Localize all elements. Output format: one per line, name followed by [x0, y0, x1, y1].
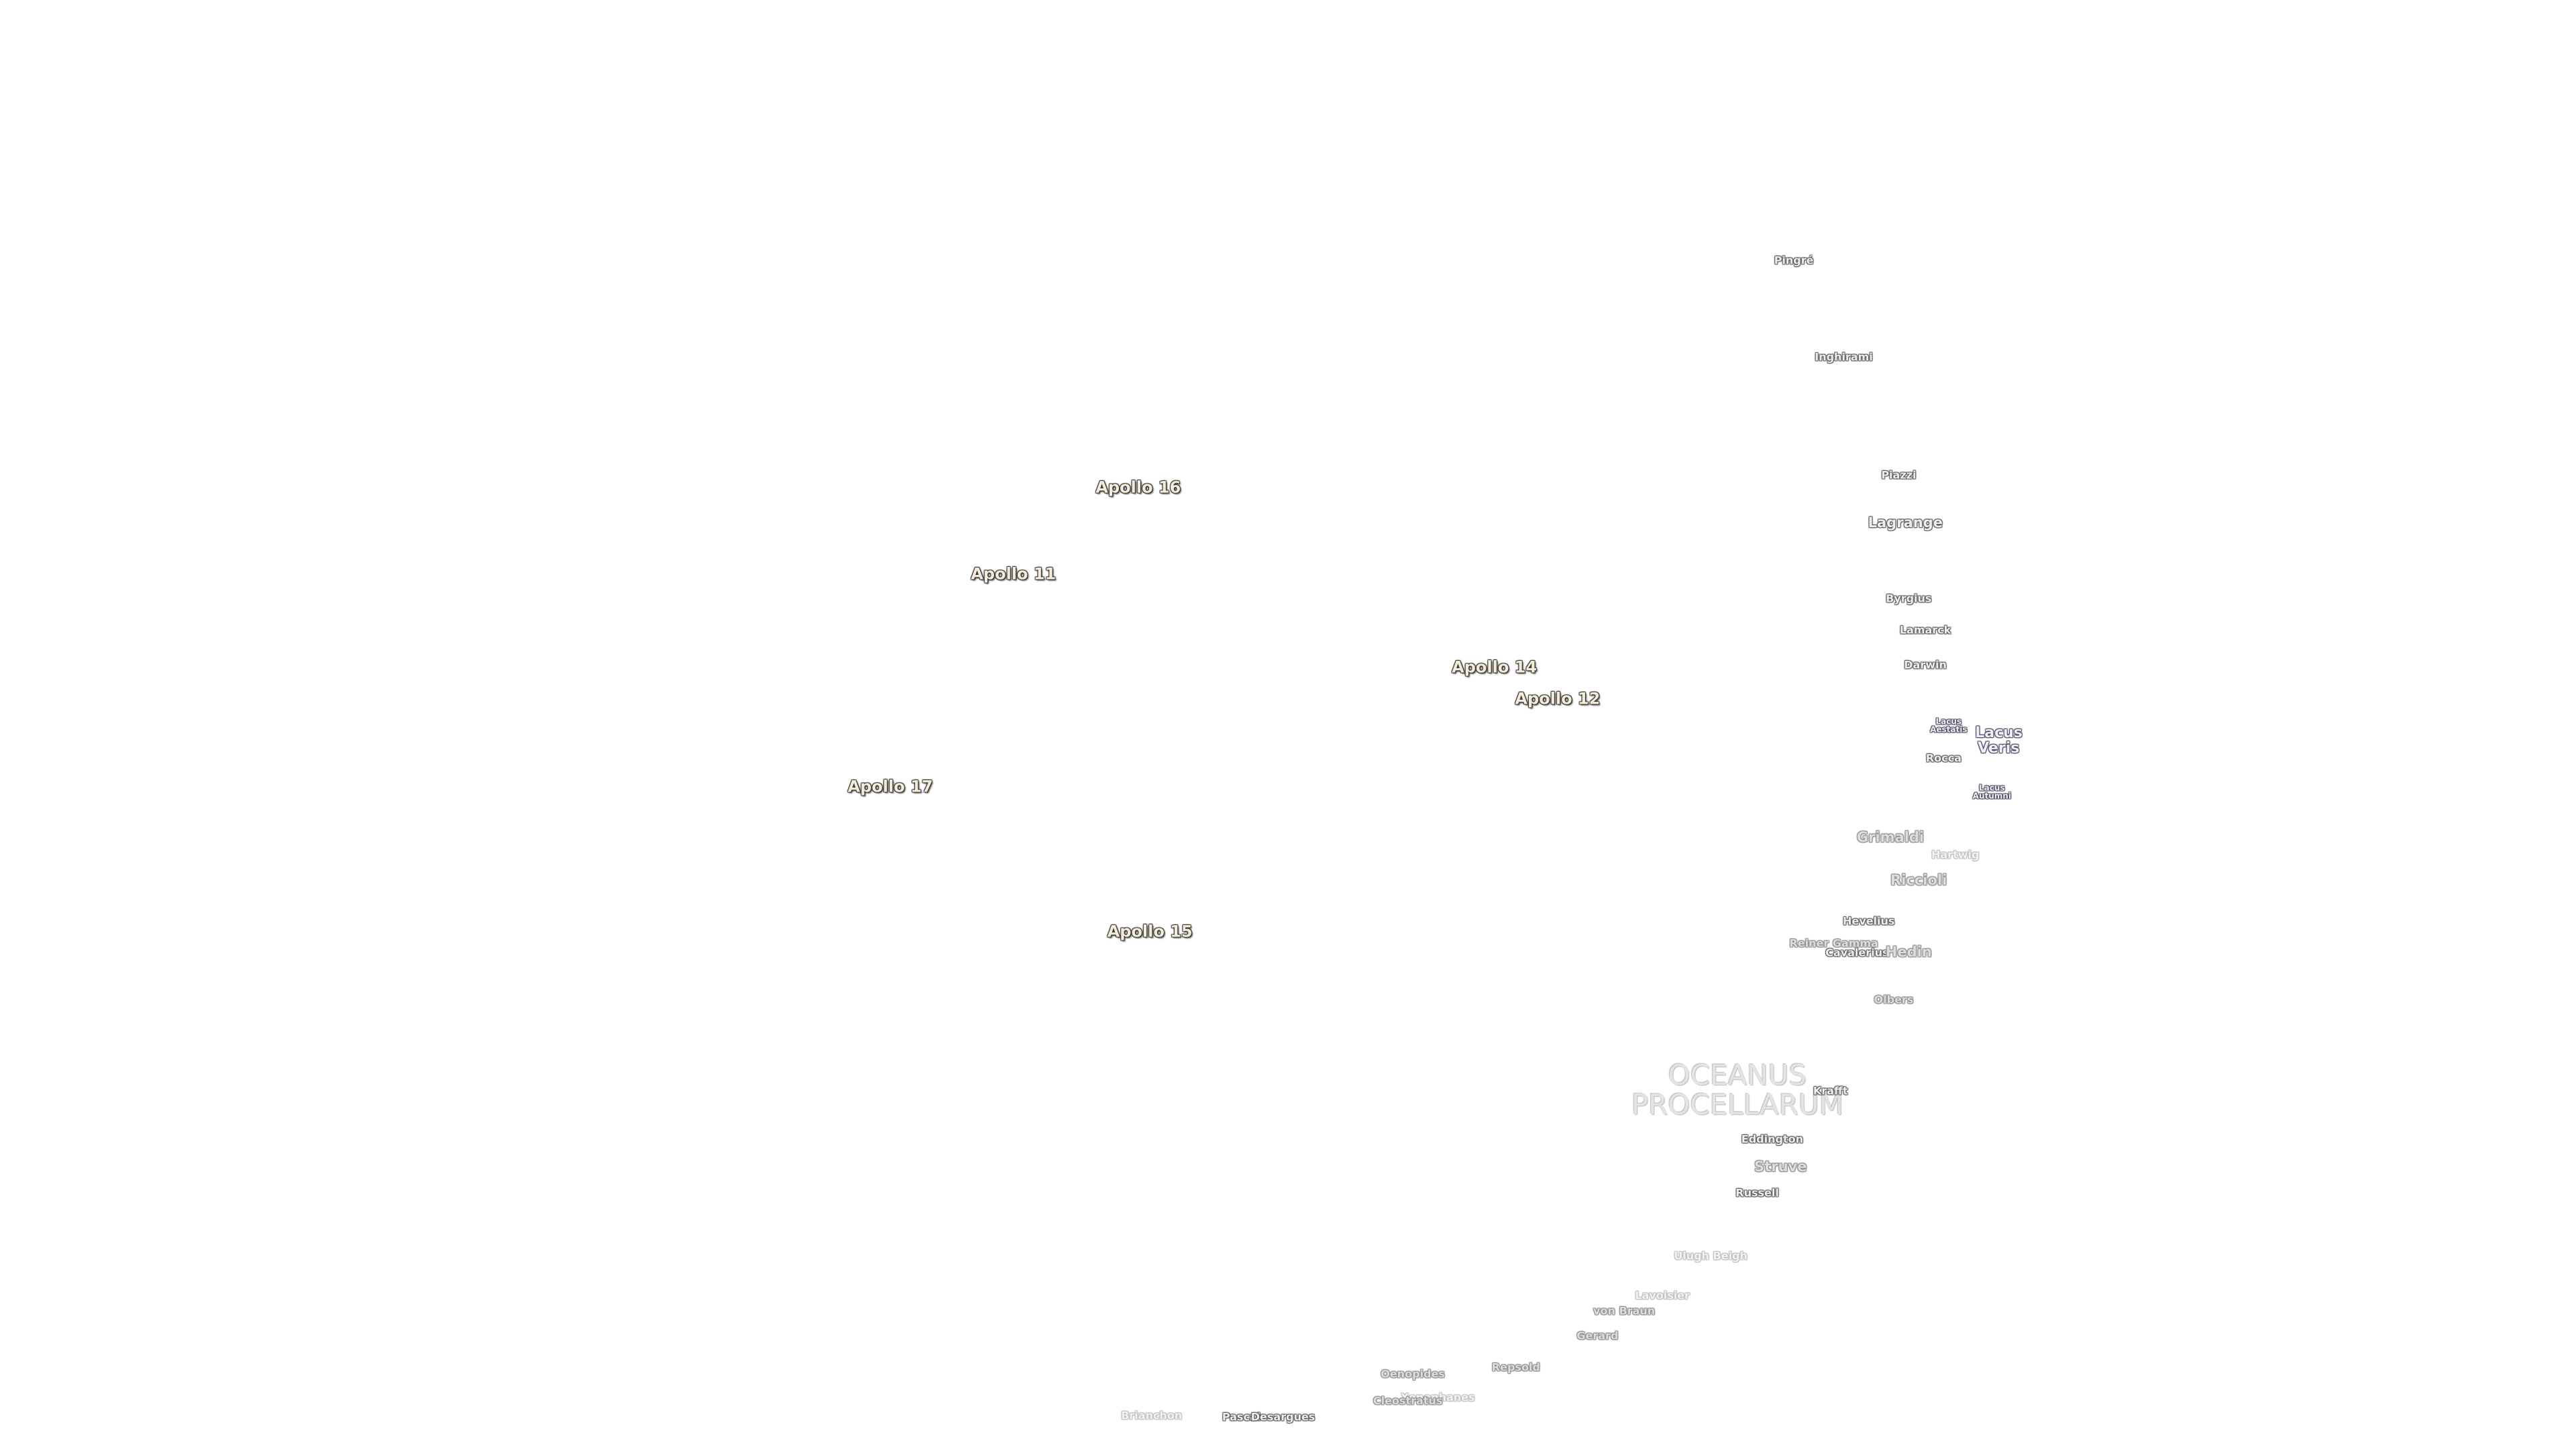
map-label: Riccioli [1890, 872, 1947, 889]
map-label: Repsold [1491, 1360, 1540, 1374]
map-label: Oenopides [1381, 1367, 1445, 1381]
map-label: Lagrange [1868, 514, 1943, 531]
map-label: von Braun [1593, 1304, 1656, 1318]
map-label: Ulugh Beigh [1674, 1249, 1748, 1263]
map-label: Apollo 11 [971, 564, 1057, 584]
map-label: Hartwig [1931, 848, 1980, 861]
map-label: Eddington [1741, 1132, 1803, 1146]
map-label: Rocca [1925, 751, 1962, 765]
map-label: Darwin [1904, 658, 1947, 672]
map-label: Krafft [1813, 1084, 1848, 1097]
map-label: Lamarck [1899, 623, 1951, 637]
map-label: Hedin [1885, 943, 1932, 960]
map-label: Apollo 16 [1095, 478, 1181, 497]
map-label: Cavalerius [1825, 946, 1889, 959]
map-label: Apollo 15 [1107, 922, 1193, 941]
map-label: Cleostratus [1373, 1394, 1443, 1407]
map-label: Hevelius [1843, 914, 1895, 928]
map-label: Byrgius [1886, 592, 1932, 605]
map-label: OCEANUS PROCELLARUM [1631, 1058, 1843, 1121]
map-label: Inghirami [1815, 350, 1873, 364]
map-label: Gerard [1576, 1329, 1619, 1342]
map-label: Apollo 17 [847, 777, 933, 796]
map-label: Pingré [1774, 254, 1814, 268]
map-label: Brianchon [1121, 1409, 1183, 1422]
map-label: Lacus Aestatis [1930, 716, 1968, 735]
map-label: Desargues [1250, 1411, 1316, 1424]
map-label: Grimaldi [1856, 828, 1925, 845]
map-label: Lacus Autumni [1972, 783, 2011, 801]
map-label: Lacus Veris [1975, 724, 2023, 757]
map-label: Piazzi [1881, 469, 1917, 482]
map-label: Reiner Gamma [1789, 936, 1878, 950]
map-label: Pascal [1222, 1411, 1261, 1424]
map-label: Apollo 14 [1452, 657, 1538, 677]
map-label: Russell [1735, 1186, 1779, 1199]
map-label: Apollo 12 [1515, 689, 1601, 708]
map-label: Struve [1754, 1158, 1807, 1175]
map-label: Xenophanes [1400, 1391, 1475, 1404]
map-label: Olbers [1874, 993, 1914, 1006]
map-label: Lavoisier [1635, 1289, 1690, 1302]
